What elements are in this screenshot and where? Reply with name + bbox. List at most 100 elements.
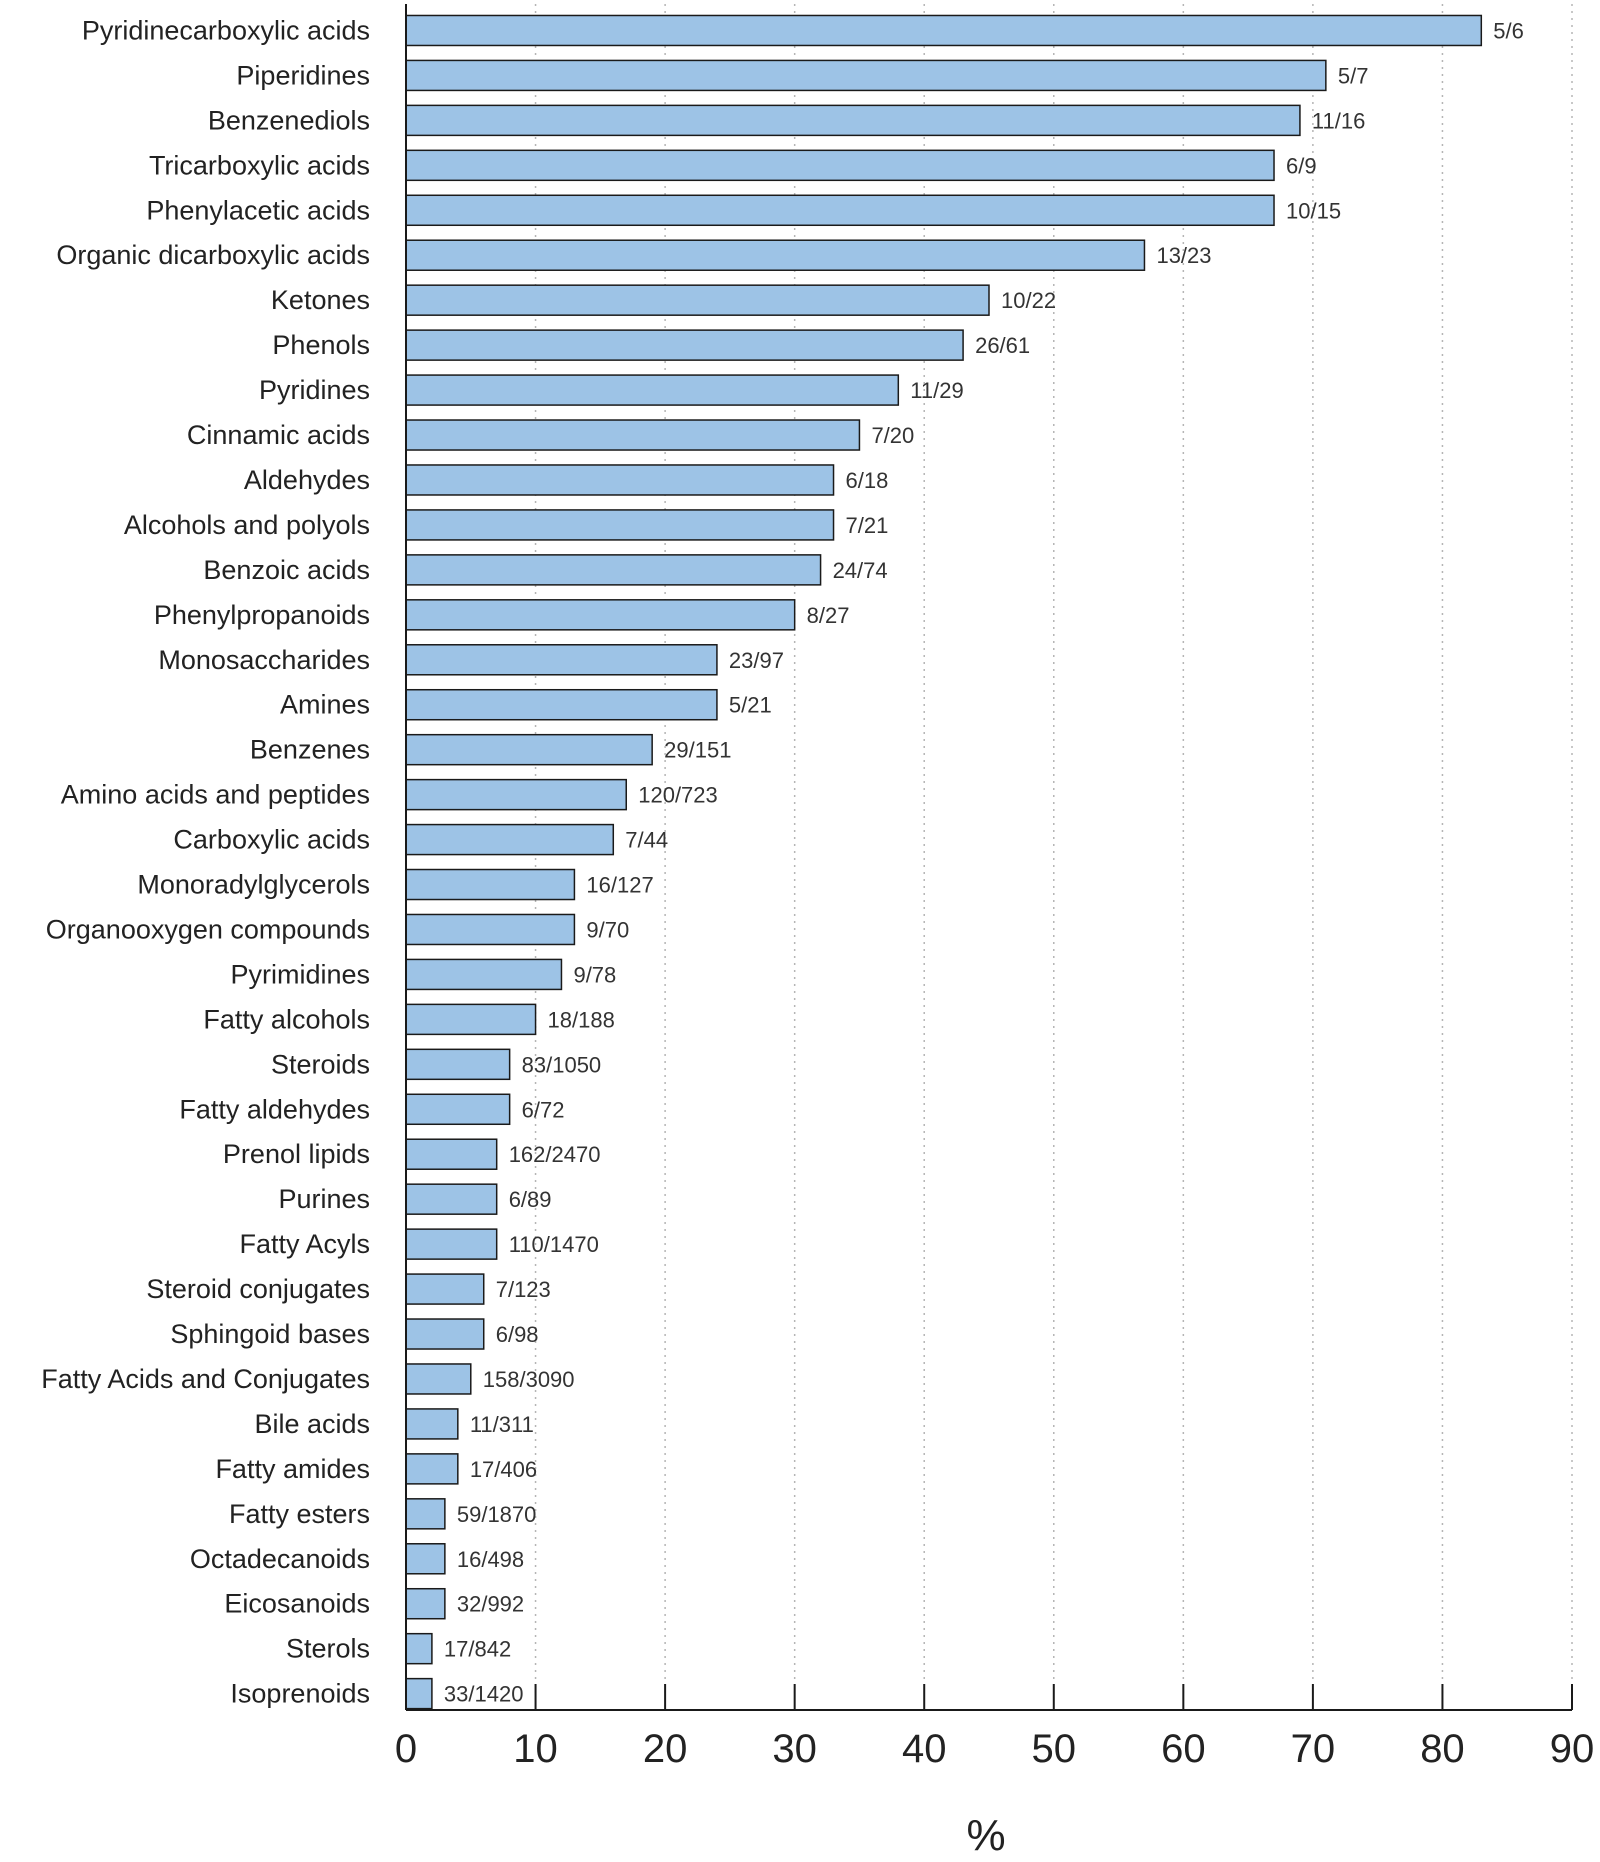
category-label-17: Benzenes — [250, 735, 370, 765]
category-label-21: Organooxygen compounds — [46, 914, 370, 944]
bar-value-label-34: 59/1870 — [457, 1502, 537, 1527]
bar-24 — [405, 1048, 511, 1081]
bar-value-label-24: 83/1050 — [522, 1052, 602, 1077]
category-label-37: Sterols — [286, 1634, 370, 1664]
category-label-8: Phenols — [272, 330, 370, 360]
category-label-3: Benzenediols — [208, 105, 370, 135]
bar-value-label-29: 7/123 — [496, 1277, 551, 1302]
bar-7 — [405, 284, 990, 316]
bar-value-label-8: 26/61 — [975, 333, 1030, 358]
category-label-2: Piperidines — [236, 60, 370, 90]
bar-value-label-17: 29/151 — [664, 738, 731, 763]
bar-20 — [405, 868, 576, 901]
category-label-31: Fatty Acids and Conjugates — [41, 1364, 370, 1394]
bar-2 — [405, 59, 1327, 92]
bar-value-label-11: 6/18 — [846, 468, 889, 493]
x-axis-title: % — [966, 1811, 1005, 1860]
bar-27 — [405, 1183, 498, 1215]
category-label-15: Monosaccharides — [158, 645, 370, 675]
x-tick-label-60: 60 — [1161, 1727, 1206, 1771]
bar-value-label-23: 18/188 — [548, 1007, 615, 1032]
bar-value-label-37: 17/842 — [444, 1637, 511, 1662]
x-axis: 0 10 20 30 40 50 60 70 80 90 — [395, 4, 1594, 1771]
x-tick-label-30: 30 — [772, 1727, 817, 1771]
bar-value-label-22: 9/78 — [573, 962, 616, 987]
bar-13 — [405, 554, 822, 586]
bar-36 — [405, 1587, 446, 1620]
category-labels: Pyridinecarboxylic acids Piperidines Benze… — [41, 15, 370, 1708]
x-tick-label-20: 20 — [643, 1727, 688, 1771]
bar-value-label-15: 23/97 — [729, 648, 784, 673]
category-label-9: Pyridines — [259, 375, 370, 405]
x-tick-label-70: 70 — [1291, 1727, 1336, 1771]
category-label-6: Organic dicarboxylic acids — [56, 240, 370, 270]
bar-value-label-20: 16/127 — [586, 873, 653, 898]
bar-4 — [405, 149, 1275, 182]
category-label-25: Fatty aldehydes — [179, 1094, 370, 1124]
bar-value-label-18: 120/723 — [638, 783, 718, 808]
bar-18 — [405, 778, 627, 811]
bar-value-label-9: 11/29 — [910, 378, 963, 403]
bar-22 — [405, 958, 563, 991]
bar-6 — [405, 239, 1146, 271]
bars — [405, 14, 1483, 1710]
bar-value-label-25: 6/72 — [522, 1097, 565, 1122]
bar-value-label-36: 32/992 — [457, 1592, 524, 1617]
bar-25 — [405, 1093, 511, 1126]
x-tick-label-50: 50 — [1032, 1727, 1077, 1771]
category-label-5: Phenylacetic acids — [146, 195, 370, 225]
bar-35 — [405, 1543, 446, 1575]
category-label-22: Pyrimidines — [230, 959, 370, 989]
bar-value-label-2: 5/7 — [1338, 63, 1369, 88]
bar-value-label-12: 7/21 — [846, 513, 889, 538]
bar-value-labels: 5/6 5/7 11/16 6/9 10/15 13/23 10/22 26/61 11/29 7… — [444, 18, 1524, 1706]
category-label-4: Tricarboxylic acids — [149, 150, 370, 180]
bar-value-label-3: 11/16 — [1312, 108, 1365, 133]
category-label-20: Monoradylglycerols — [137, 870, 370, 900]
category-label-34: Fatty esters — [229, 1499, 370, 1529]
x-tick-label-80: 80 — [1420, 1727, 1465, 1771]
x-tick-label-0: 0 — [395, 1727, 417, 1771]
bar-17 — [405, 733, 653, 766]
category-label-23: Fatty alcohols — [203, 1004, 370, 1034]
category-label-28: Fatty Acyls — [239, 1229, 370, 1259]
bar-29 — [405, 1273, 485, 1305]
bar-value-label-5: 10/15 — [1286, 198, 1341, 223]
x-tick-label-10: 10 — [513, 1727, 558, 1771]
category-label-13: Benzoic acids — [203, 555, 370, 585]
bar-33 — [405, 1453, 459, 1485]
bar-32 — [405, 1408, 459, 1440]
bar-9 — [405, 374, 900, 406]
category-label-14: Phenylpropanoids — [154, 600, 370, 630]
category-label-26: Prenol lipids — [223, 1139, 370, 1169]
category-label-24: Steroids — [271, 1049, 370, 1079]
bar-5 — [405, 194, 1275, 227]
bar-37 — [405, 1632, 433, 1665]
category-label-27: Purines — [278, 1184, 370, 1214]
bar-value-label-32: 11/311 — [470, 1412, 534, 1437]
bar-30 — [405, 1318, 485, 1350]
gridlines — [534, 4, 1573, 1710]
bar-8 — [405, 329, 964, 361]
bar-19 — [405, 823, 615, 856]
category-label-33: Fatty amides — [215, 1454, 370, 1484]
bar-value-label-4: 6/9 — [1286, 153, 1317, 178]
bar-value-label-33: 17/406 — [470, 1457, 537, 1482]
bar-value-label-1: 5/6 — [1493, 18, 1524, 43]
bar-value-label-38: 33/1420 — [444, 1682, 524, 1707]
bar-14 — [405, 599, 796, 631]
bar-value-label-30: 6/98 — [496, 1322, 539, 1347]
bar-value-label-19: 7/44 — [625, 828, 668, 853]
bar-21 — [405, 913, 576, 946]
category-label-1: Pyridinecarboxylic acids — [82, 15, 370, 45]
bar-31 — [405, 1363, 472, 1395]
bar-12 — [405, 509, 835, 541]
bar-11 — [405, 464, 835, 496]
bar-26 — [405, 1138, 498, 1170]
bar-value-label-27: 6/89 — [509, 1187, 552, 1212]
category-label-30: Sphingoid bases — [170, 1319, 370, 1349]
bar-3 — [405, 104, 1301, 137]
bar-10 — [405, 419, 861, 451]
